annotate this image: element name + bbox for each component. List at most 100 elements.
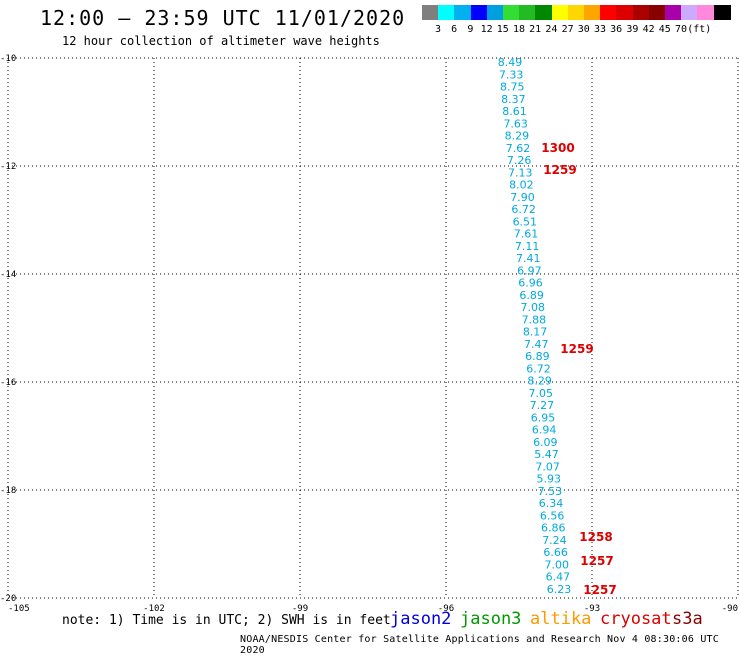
wave-height-value: 7.13: [508, 166, 533, 179]
scale-swatch: [697, 5, 715, 20]
scale-label: 70: [674, 24, 688, 35]
scale-swatch: [470, 5, 488, 20]
wave-height-value: 8.37: [501, 93, 526, 106]
wave-height-value: 7.24: [542, 534, 567, 547]
wave-height-value: 6.72: [526, 362, 551, 375]
lat-label: -14: [0, 270, 16, 280]
scale-swatch: [632, 5, 650, 20]
wave-height-value: 5.47: [534, 448, 559, 461]
scale-label: 24: [545, 24, 558, 35]
wave-height-value: 6.89: [525, 350, 550, 363]
scale-swatch: [519, 5, 537, 20]
scale-swatch: [616, 5, 634, 20]
lat-label: -12: [0, 162, 16, 172]
wave-height-value: 6.95: [531, 411, 556, 424]
scale-label: 33: [593, 24, 607, 35]
wave-height-value: 7.07: [535, 460, 560, 473]
time-label: 1300: [541, 141, 574, 155]
lat-label: -20: [0, 594, 16, 604]
wave-height-value: 8.02: [509, 179, 534, 192]
scale-label: (ft): [687, 24, 712, 35]
scale-label: 15: [496, 24, 509, 35]
wave-height-value: 8.75: [500, 81, 525, 94]
scale-label: 36: [610, 24, 623, 35]
lat-label: -18: [0, 486, 16, 496]
scale-label: 6: [451, 24, 458, 35]
scale-swatch: [600, 5, 618, 20]
scale-label: 45: [658, 24, 671, 35]
wave-height-value: 6.89: [519, 289, 544, 302]
map-title: 12:00 — 23:59 UTC 11/01/2020: [40, 6, 406, 30]
scale-swatch: [584, 5, 601, 20]
scale-label: 21: [529, 24, 542, 35]
wave-height-value: 6.47: [546, 571, 571, 584]
wave-height-value: 6.34: [539, 497, 564, 510]
lon-label: -99: [292, 604, 308, 614]
wave-height-value: 8.17: [523, 326, 548, 339]
wave-height-value: 6.72: [511, 203, 536, 216]
time-label: 1259: [543, 163, 576, 177]
lon-label: -102: [143, 604, 165, 614]
wave-height-value: 6.51: [513, 215, 538, 228]
wave-height-value: 7.90: [510, 191, 535, 204]
scale-label: 30: [577, 24, 590, 35]
scale-swatch: [422, 5, 439, 20]
wave-height-value: 6.97: [517, 264, 542, 277]
wave-height-value: 5.93: [536, 473, 561, 486]
wave-height-value: 6.94: [532, 424, 557, 437]
lat-label: -10: [0, 54, 16, 64]
scale-label: 3: [434, 24, 442, 35]
wave-height-value: 7.26: [507, 154, 532, 167]
scale-label: 39: [626, 24, 639, 35]
satellite-jason3: jason3: [460, 609, 522, 629]
wave-height-value: 7.05: [529, 387, 554, 400]
wave-height-value: 7.47: [524, 338, 549, 351]
satellite-cryosat: cryosat: [600, 609, 672, 629]
satellite-s3a: s3a: [672, 609, 703, 629]
wave-height-value: 6.66: [543, 546, 568, 559]
scale-label: 12: [480, 24, 493, 35]
scale-swatch: [535, 5, 553, 20]
wave-height-value: 6.09: [533, 436, 558, 449]
time-label: 1257: [580, 554, 613, 568]
satellite-jason2: jason2: [390, 609, 452, 629]
lon-label: -90: [722, 604, 738, 614]
wave-height-value: 7.33: [499, 68, 524, 81]
wave-height-value: 7.62: [506, 142, 531, 155]
scale-swatch: [503, 5, 520, 20]
scale-swatch: [665, 5, 682, 20]
footer-credit: NOAA/NESDIS Center for Satellite Applica…: [240, 634, 719, 656]
wave-height-value: 7.27: [530, 399, 555, 412]
scale-swatch: [648, 5, 666, 20]
wave-height-value: 6.56: [540, 509, 565, 522]
map-subtitle: 12 hour collection of altimeter wave hei…: [62, 34, 380, 48]
scale-swatch: [438, 5, 456, 20]
scale-label: 42: [642, 24, 655, 35]
time-label: 1259: [560, 342, 593, 356]
wave-height-value: 6.23: [547, 583, 572, 596]
scale-swatch: [551, 5, 569, 20]
scale-label: 18: [512, 24, 526, 35]
time-label: 1257: [583, 583, 616, 597]
satellite-altika: altika: [530, 609, 592, 629]
scale-label: 27: [561, 24, 574, 35]
wave-height-value: 7.63: [503, 117, 528, 130]
scale-swatch: [713, 5, 731, 20]
wave-height-value: 8.29: [527, 375, 552, 388]
wave-height-value: 7.53: [538, 485, 563, 498]
scale-swatch: [486, 5, 504, 20]
wave-height-value: 6.96: [518, 277, 543, 290]
wave-height-value: 8.29: [505, 130, 530, 143]
wave-height-value: 8.61: [502, 105, 527, 118]
time-label: 1258: [579, 530, 612, 544]
scale-swatch: [454, 5, 472, 20]
scale-label: 9: [467, 24, 474, 35]
note-text: note: 1) Time is in UTC; 2) SWH is in fe…: [62, 613, 391, 628]
lon-label: -105: [8, 604, 30, 614]
wave-height-value: 7.41: [516, 252, 541, 265]
wave-height-value: 7.11: [515, 240, 540, 253]
lon-label: -93: [584, 604, 600, 614]
wave-height-value: 6.86: [541, 522, 566, 535]
wave-height-value: 8.49: [498, 56, 523, 69]
